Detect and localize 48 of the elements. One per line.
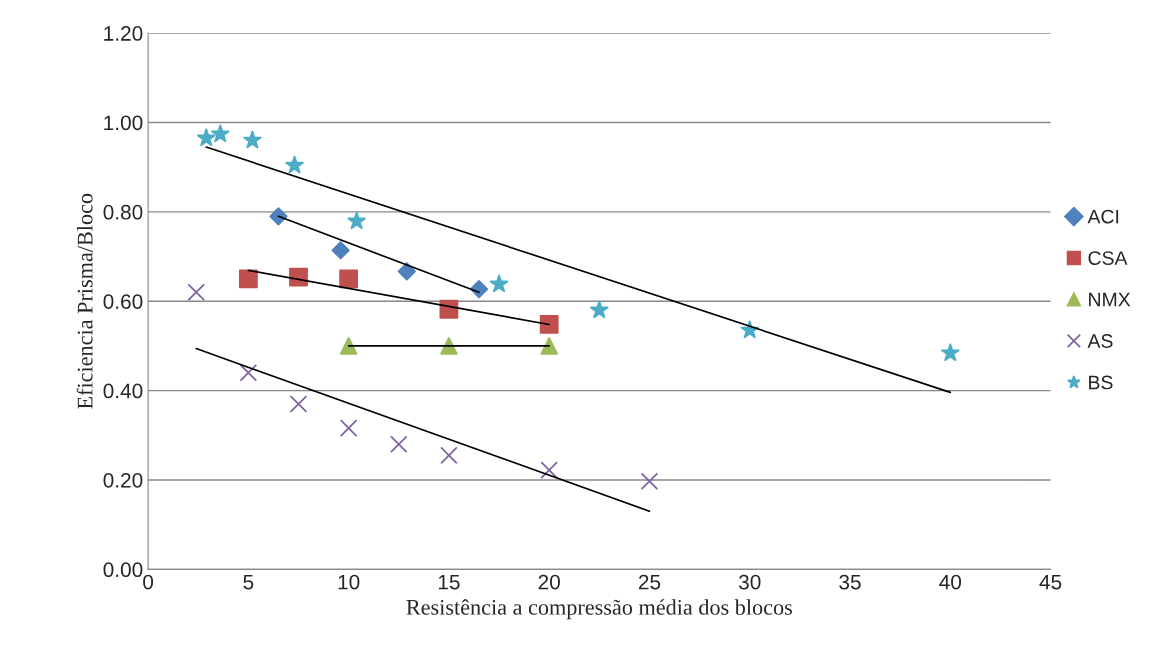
y-tick-label: 0.20 [103,472,143,488]
point [590,300,609,319]
legend-label: BS [1089,375,1113,390]
point [539,315,559,334]
x-tick-label: 20 [538,574,560,590]
point [331,241,350,260]
legend-label: ACI [1087,209,1119,224]
point [239,363,258,382]
point [243,130,262,149]
x-tick-label: 15 [438,574,460,590]
point [540,461,559,479]
x-tick-label: 5 [243,574,254,590]
point [289,395,308,413]
point [238,269,258,289]
x-tick-label: 40 [939,574,962,590]
point [540,337,559,355]
point [489,274,509,293]
point [269,207,288,226]
legend-label: NMX [1089,292,1131,307]
legend-label: CSA [1088,251,1128,265]
point [187,283,206,302]
point [347,211,366,230]
x-axis-title: Resistência a compressão média dos blocos [406,599,792,620]
y-tick-label: 1.20 [104,26,143,41]
x-tick-label: 10 [338,574,360,590]
point [941,343,960,362]
point [211,124,230,143]
y-tick-label: 0.80 [103,204,143,220]
y-tick-label: 0.00 [103,562,143,578]
point [339,337,358,355]
x-tick-label: 45 [1039,574,1062,590]
point [397,262,416,281]
x-tick-label: 25 [638,574,661,590]
y-tick-label: 0.60 [103,294,143,309]
point [339,419,358,437]
x-tick-label: 30 [738,574,761,590]
point [196,128,216,147]
legend-label: AS [1087,334,1113,348]
point [640,472,659,491]
point [285,155,304,174]
x-tick-label: 0 [143,574,154,590]
y-tick-label: 1.00 [104,115,143,131]
x-tick-label: 35 [839,574,861,590]
point [339,269,359,289]
point [389,435,408,454]
y-tick-label: 0.40 [103,383,143,399]
point [440,446,458,465]
y-axis-title: Eficiencia Prisma/Bloco [76,193,93,409]
